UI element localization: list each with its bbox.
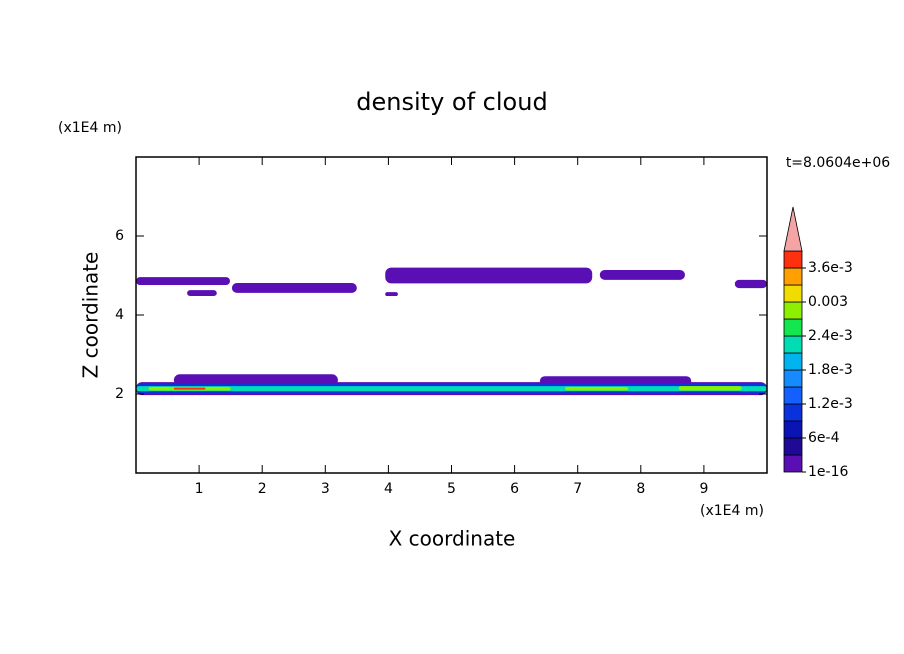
colorbar-label: 2.4e-3 xyxy=(808,328,853,344)
colorbar-box xyxy=(783,420,803,439)
contour-region xyxy=(599,269,685,280)
contour-region xyxy=(173,374,338,387)
colorbar-label: 1e-16 xyxy=(808,464,848,480)
colorbar-label: 1.2e-3 xyxy=(808,396,853,412)
x-tick-label: 3 xyxy=(321,481,330,497)
x-unit: (x1E4 m) xyxy=(700,503,764,519)
y-unit: (x1E4 m) xyxy=(58,120,122,136)
colorbar-extend xyxy=(783,206,803,252)
contour-region xyxy=(385,292,398,297)
colorbar-label: 6e-4 xyxy=(808,430,840,446)
contour-region xyxy=(678,386,742,391)
y-axis-label: Z coordinate xyxy=(79,252,103,379)
y-tick-label: 2 xyxy=(115,386,124,402)
x-tick-label: 6 xyxy=(510,481,519,497)
x-tick-label: 5 xyxy=(447,481,456,497)
colorbar-box xyxy=(783,386,803,405)
contour-region xyxy=(173,387,206,390)
colorbar-box xyxy=(783,335,803,354)
y-tick-label: 6 xyxy=(115,228,124,244)
colorbar-box xyxy=(783,267,803,286)
y-tick-label: 4 xyxy=(115,307,124,323)
contour-region xyxy=(734,279,767,289)
contour-region xyxy=(231,283,357,293)
plot-area xyxy=(136,267,767,396)
colorbar-label: 1.8e-3 xyxy=(808,362,853,378)
contour-region xyxy=(385,267,593,284)
x-tick-label: 8 xyxy=(636,481,645,497)
colorbar-box xyxy=(783,250,803,269)
colorbar-box xyxy=(783,284,803,303)
x-tick-label: 4 xyxy=(384,481,393,497)
colorbar-box xyxy=(783,352,803,371)
x-tick-label: 7 xyxy=(573,481,582,497)
colorbar-box xyxy=(783,301,803,320)
chart-title: density of cloud xyxy=(356,88,547,116)
x-tick-label: 1 xyxy=(195,481,204,497)
x-tick-label: 9 xyxy=(699,481,708,497)
colorbar-label: 3.6e-3 xyxy=(808,260,853,276)
contour-region xyxy=(565,386,629,391)
contour-region xyxy=(136,277,231,285)
plot-frame xyxy=(135,156,768,474)
colorbar-box xyxy=(783,437,803,456)
colorbar-box xyxy=(783,454,803,473)
contour-region xyxy=(187,290,217,297)
colorbar-box xyxy=(783,369,803,388)
x-axis-label: X coordinate xyxy=(389,527,516,551)
colorbar-label: 0.003 xyxy=(808,294,848,310)
colorbar-box xyxy=(783,318,803,337)
time-annotation: t=8.0604e+06 xyxy=(786,155,890,171)
x-tick-label: 2 xyxy=(258,481,267,497)
colorbar-box xyxy=(783,403,803,422)
contour-region xyxy=(539,376,692,387)
